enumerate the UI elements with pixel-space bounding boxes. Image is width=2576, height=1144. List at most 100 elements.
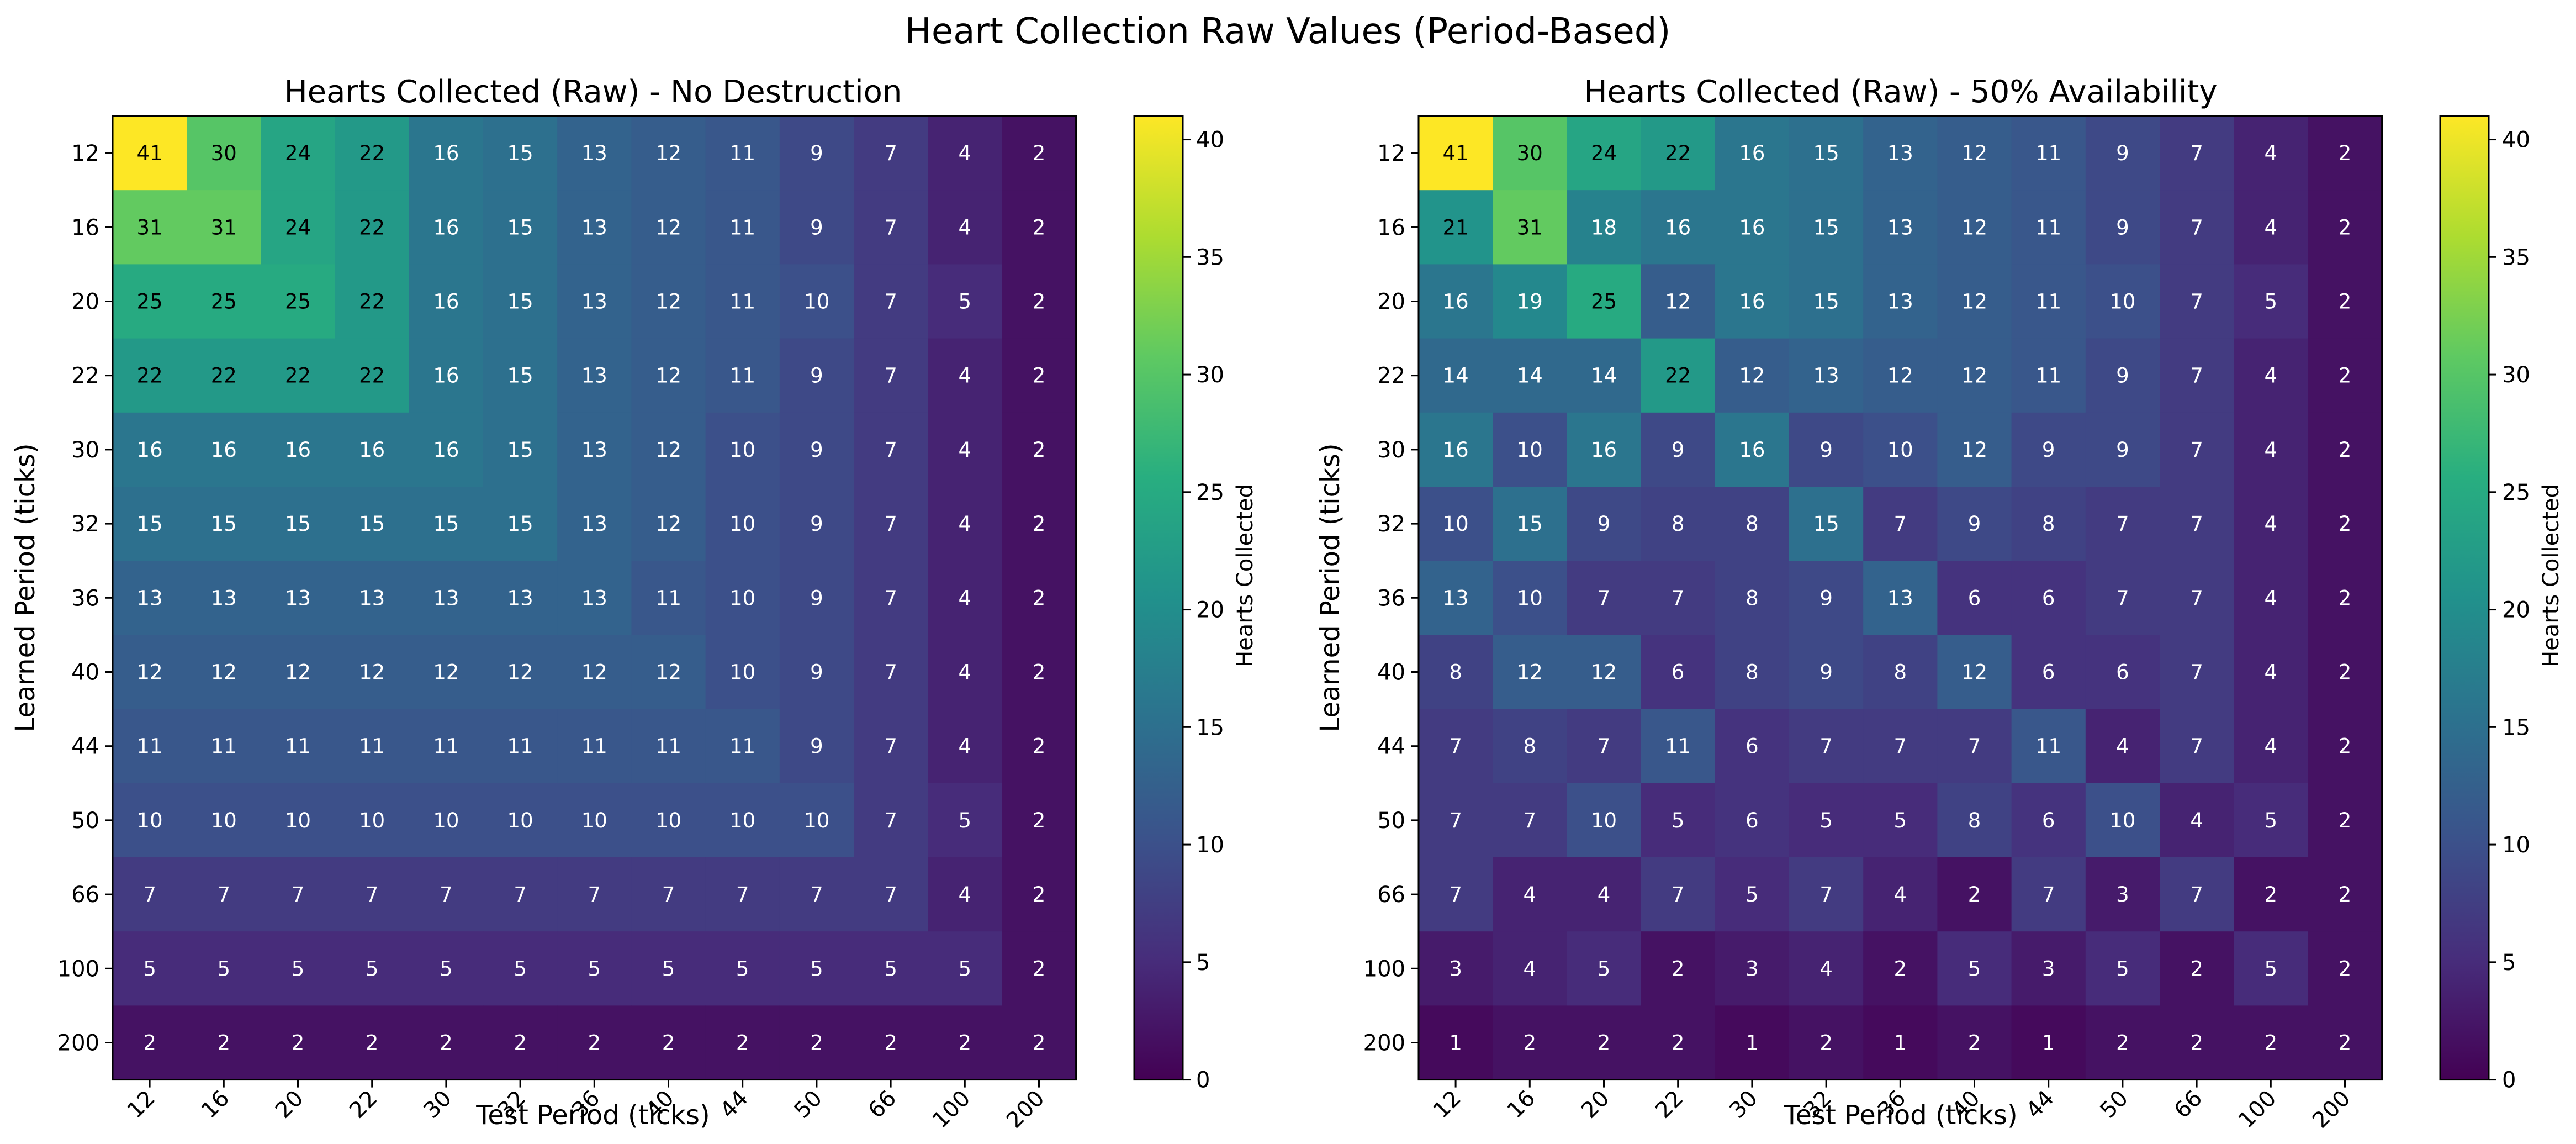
x-tick-label: 200 [2308, 1085, 2356, 1134]
x-axis-label: Test Period (ticks) [1783, 1100, 2018, 1131]
heatmap-cell [779, 1005, 854, 1080]
heatmap-cell [113, 487, 187, 561]
cell-value-label: 2 [2339, 957, 2352, 980]
cell-value-label: 8 [1745, 512, 1759, 536]
heatmap-cell [2308, 487, 2383, 561]
cell-value-label: 2 [1033, 290, 1046, 314]
cell-value-label: 15 [507, 141, 533, 165]
heatmap-cell [2011, 1005, 2086, 1080]
cell-value-label: 30 [1517, 141, 1543, 165]
cell-value-label: 13 [137, 586, 163, 610]
cell-value-label: 16 [1739, 141, 1765, 165]
cell-value-label: 4 [2116, 735, 2129, 758]
cell-value-label: 4 [2265, 141, 2278, 165]
cell-value-label: 9 [2116, 141, 2129, 165]
heatmap-cell [409, 931, 484, 1006]
cell-value-label: 2 [1819, 1031, 1833, 1055]
cell-value-label: 5 [1598, 957, 1611, 980]
cell-value-label: 2 [1968, 883, 1981, 906]
heatmap-cell [631, 338, 706, 413]
heatmap-cell [335, 709, 410, 784]
x-tick-label: 22 [345, 1085, 383, 1124]
heatmap-cell [1715, 635, 1790, 710]
y-tick-label: 16 [71, 215, 99, 240]
heatmap-cell [113, 783, 187, 858]
y-tick-label: 22 [71, 363, 99, 389]
colorbar-tick-label: 25 [2502, 480, 2530, 505]
heatmap-cell [631, 561, 706, 635]
cell-value-label: 4 [1524, 883, 1537, 906]
heatmap-cell [187, 931, 261, 1006]
heatmap-cell [2308, 190, 2383, 265]
cell-value-label: 2 [2339, 883, 2352, 906]
cell-value-label: 22 [359, 364, 385, 388]
cell-value-label: 11 [655, 735, 681, 758]
cell-value-label: 2 [1033, 1031, 1046, 1055]
heatmap-cell [928, 412, 1002, 487]
heatmap-cell [2308, 857, 2383, 932]
x-tick-label: 20 [271, 1085, 309, 1124]
cell-value-label: 31 [1517, 215, 1543, 239]
cell-value-label: 7 [1819, 883, 1833, 906]
heatmap-cell [409, 116, 484, 191]
cell-value-label: 4 [1894, 883, 1907, 906]
cell-value-label: 9 [2116, 215, 2129, 239]
x-tick-label: 12 [1429, 1085, 1467, 1124]
x-tick-label: 30 [1725, 1085, 1763, 1124]
heatmap-cell [409, 561, 484, 635]
cell-value-label: 4 [959, 661, 972, 684]
heatmap-cell [2085, 487, 2160, 561]
cell-value-label: 8 [1672, 512, 1685, 536]
heatmap-cell [2234, 709, 2308, 784]
cell-value-label: 7 [1894, 735, 1907, 758]
cell-value-label: 12 [655, 438, 681, 462]
y-tick-label: 40 [1377, 660, 1405, 686]
x-tick-label: 30 [419, 1085, 457, 1124]
heatmap-cell [1863, 338, 1938, 413]
colorbar-tick-label: 0 [1196, 1068, 1210, 1093]
cell-value-label: 7 [1598, 735, 1611, 758]
heatmap-cell [779, 190, 854, 265]
heatmap-cell [705, 709, 780, 784]
heatmap-cell [705, 338, 780, 413]
heatmap-cell [1863, 1005, 1938, 1080]
heatmap-cell [1937, 264, 2012, 339]
heatmap-cell [1715, 1005, 1790, 1080]
cell-value-label: 3 [1449, 957, 1462, 980]
y-tick-label: 40 [71, 660, 99, 686]
heatmap-cell [1789, 635, 1864, 710]
heatmap-cell [1789, 338, 1864, 413]
heatmap-cell [483, 857, 558, 932]
heatmap-cell [335, 264, 410, 339]
heatmap-cell [2011, 783, 2086, 858]
heatmap-cell [705, 931, 780, 1006]
heatmap-cell [631, 487, 706, 561]
heatmap-cell [1567, 116, 1642, 191]
cell-value-label: 2 [366, 1031, 379, 1055]
heatmap-cell [2234, 412, 2308, 487]
heatmap-cell [928, 635, 1002, 710]
heatmap-cell [1937, 338, 2012, 413]
heatmap-cell [1567, 783, 1642, 858]
cell-value-label: 2 [1598, 1031, 1611, 1055]
cell-value-label: 2 [2339, 586, 2352, 610]
cell-value-label: 7 [884, 586, 897, 610]
heatmap-cell [2085, 709, 2160, 784]
y-tick-labels: 12 16 20 22 30 32 36 40 44 50 66 100 200 [1363, 141, 1419, 1056]
heatmap-cell [261, 857, 336, 932]
cell-value-label: 22 [285, 364, 311, 388]
heatmap-cell [1002, 783, 1077, 858]
cell-value-label: 9 [810, 735, 823, 758]
cell-value-label: 4 [2265, 661, 2278, 684]
heatmap-cell [2234, 116, 2308, 191]
heatmap-cell [557, 561, 632, 635]
cell-value-label: 10 [1887, 438, 1913, 462]
heatmap-cell [557, 338, 632, 413]
heatmap-cell [483, 412, 558, 487]
cell-value-label: 2 [2339, 215, 2352, 239]
cell-value-label: 13 [1887, 215, 1913, 239]
cell-value-label: 2 [662, 1031, 675, 1055]
cell-value-label: 5 [2265, 809, 2278, 832]
cell-value-label: 7 [2190, 438, 2203, 462]
